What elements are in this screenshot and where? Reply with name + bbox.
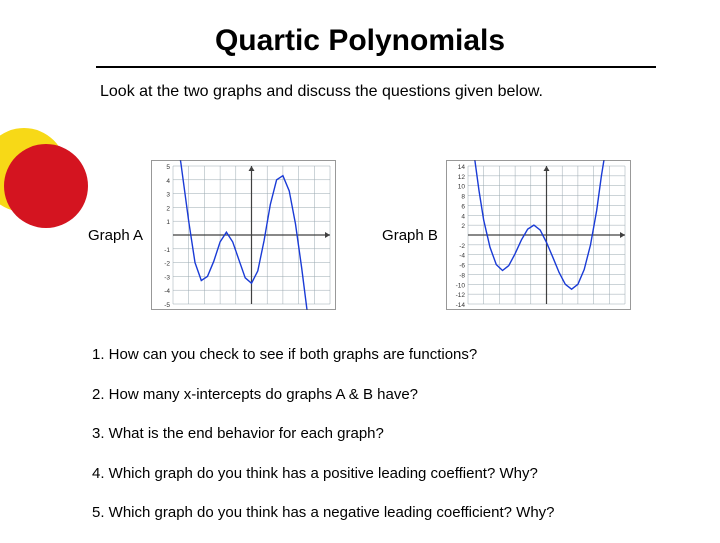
svg-text:6: 6 xyxy=(461,203,465,210)
graph-b-svg: -14 -12 -10 -8 -6 -4 -2 2 4 6 8 10 12 14 xyxy=(446,160,631,310)
svg-text:-2: -2 xyxy=(459,243,465,250)
question-3: 3. What is the end behavior for each gra… xyxy=(92,424,662,444)
svg-text:4: 4 xyxy=(166,178,170,185)
question-1: 1. How can you check to see if both grap… xyxy=(92,345,662,365)
page-title: Quartic Polynomials xyxy=(0,24,720,58)
graph-a-svg: -5 -4 -3 -2 -1 1 2 3 4 5 xyxy=(151,160,336,310)
graph-b: -14 -12 -10 -8 -6 -4 -2 2 4 6 8 10 12 14 xyxy=(446,160,631,310)
svg-text:-4: -4 xyxy=(164,288,170,295)
svg-text:10: 10 xyxy=(458,184,466,191)
svg-text:12: 12 xyxy=(458,174,466,181)
svg-text:3: 3 xyxy=(166,192,170,199)
question-4: 4. Which graph do you think has a positi… xyxy=(92,464,662,484)
svg-text:4: 4 xyxy=(461,213,465,220)
svg-text:-2: -2 xyxy=(164,261,170,268)
question-2: 2. How many x-intercepts do graphs A & B… xyxy=(92,385,662,405)
svg-text:-3: -3 xyxy=(164,274,170,281)
svg-text:-5: -5 xyxy=(164,302,170,309)
svg-text:-1: -1 xyxy=(164,247,170,254)
decorative-rings xyxy=(0,128,90,236)
svg-text:8: 8 xyxy=(461,194,465,201)
svg-text:2: 2 xyxy=(166,205,170,212)
intro-text: Look at the two graphs and discuss the q… xyxy=(100,82,600,103)
svg-text:-14: -14 xyxy=(456,302,466,309)
svg-text:-8: -8 xyxy=(459,272,465,279)
svg-text:-6: -6 xyxy=(459,263,465,270)
svg-text:14: 14 xyxy=(458,164,466,171)
graph-a-label: Graph A xyxy=(88,227,143,244)
graphs-row: Graph A -5-4-3-2-112345 Graph B -14-12-1… xyxy=(88,155,658,315)
graph-b-label: Graph B xyxy=(382,227,438,244)
svg-text:-4: -4 xyxy=(459,253,465,260)
svg-text:1: 1 xyxy=(166,219,170,226)
graph-a: -5 -4 -3 -2 -1 1 2 3 4 5 xyxy=(151,160,336,310)
svg-text:-12: -12 xyxy=(456,292,466,299)
questions-list: 1. How can you check to see if both grap… xyxy=(92,345,662,543)
svg-text:2: 2 xyxy=(461,223,465,230)
question-5: 5. Which graph do you think has a negati… xyxy=(92,503,662,523)
svg-text:-10: -10 xyxy=(456,282,466,289)
title-underline xyxy=(96,66,656,68)
svg-text:5: 5 xyxy=(166,164,170,171)
ring-inner xyxy=(4,144,88,228)
